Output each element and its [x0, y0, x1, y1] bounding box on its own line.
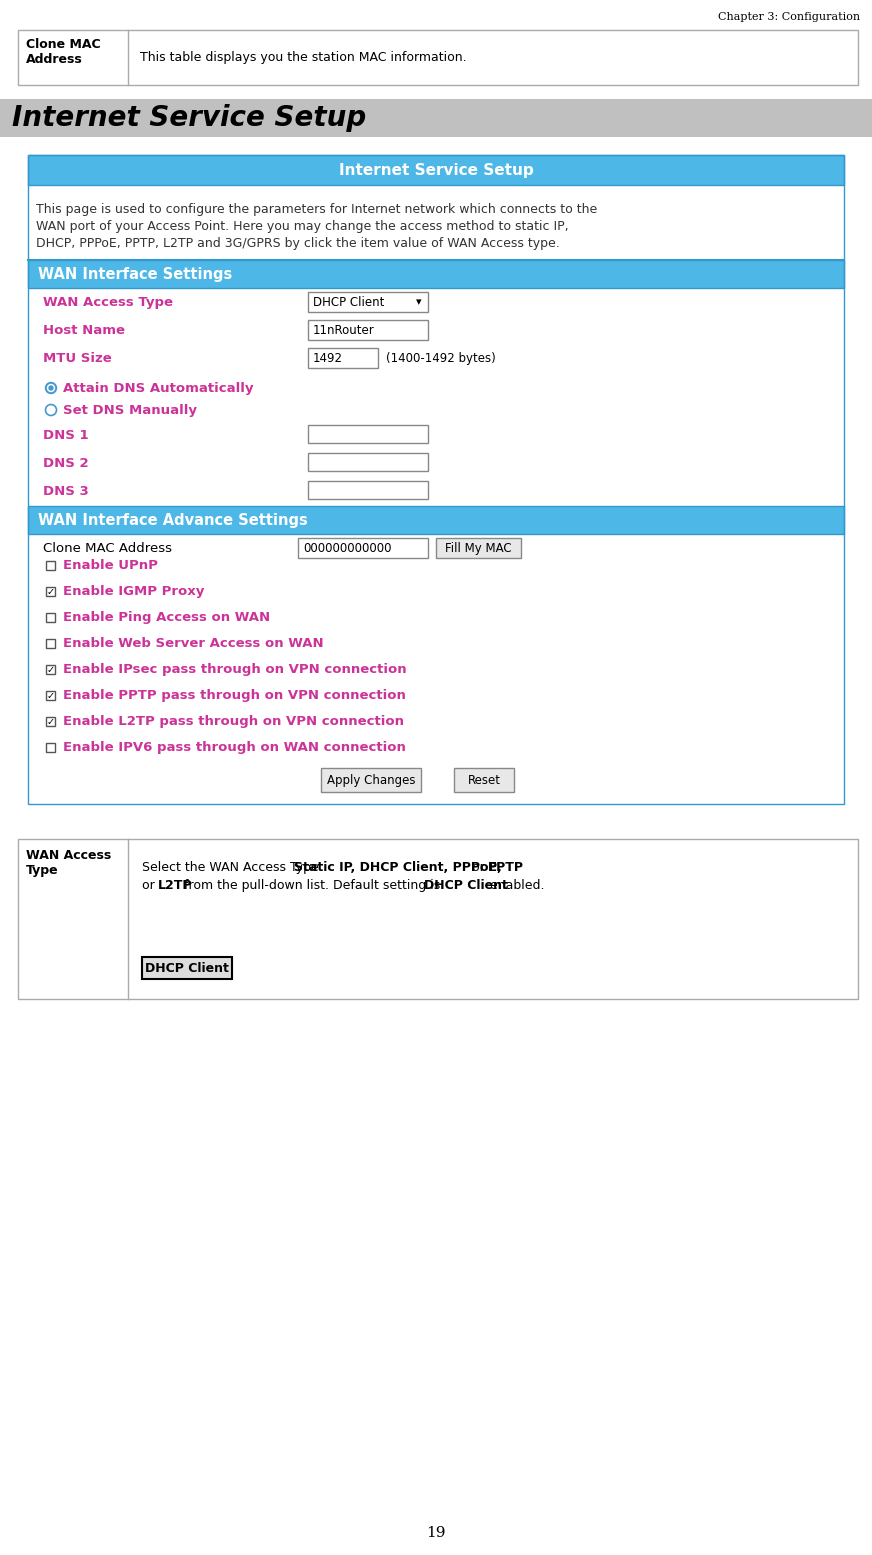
Bar [46, 717, 55, 726]
Text: Chapter 3: Configuration: Chapter 3: Configuration [718, 12, 860, 22]
Circle shape [49, 386, 53, 390]
Text: Enable IPsec pass through on VPN connection: Enable IPsec pass through on VPN connect… [63, 662, 406, 675]
Text: DHCP, PPPoE, PPTP, L2TP and 3G/GPRS by click the item value of WAN Access type.: DHCP, PPPoE, PPTP, L2TP and 3G/GPRS by c… [36, 236, 560, 250]
Bar [46, 561, 55, 571]
Text: DNS 3: DNS 3 [43, 485, 89, 498]
Bar [18, 840, 858, 998]
Text: L2TP: L2TP [158, 879, 193, 893]
Text: Apply Changes: Apply Changes [327, 773, 415, 787]
Text: Enable UPnP: Enable UPnP [63, 558, 158, 572]
Text: Clone MAC Address: Clone MAC Address [43, 541, 172, 555]
Circle shape [47, 384, 55, 392]
Text: WAN Access Type: WAN Access Type [43, 295, 173, 308]
Text: Static IP, DHCP Client, PPPoE,: Static IP, DHCP Client, PPPoE, [294, 861, 501, 874]
Bar [0, 100, 872, 137]
Text: ✓: ✓ [46, 586, 55, 597]
Bar [46, 666, 55, 673]
Text: (1400-1492 bytes): (1400-1492 bytes) [386, 351, 496, 364]
Bar [28, 505, 844, 533]
Bar [46, 586, 55, 596]
Bar [436, 538, 521, 558]
Text: This page is used to configure the parameters for Internet network which connect: This page is used to configure the param… [36, 204, 597, 216]
Text: PPTP: PPTP [488, 861, 524, 874]
Text: DHCP Client: DHCP Client [313, 295, 385, 308]
Text: Fill My MAC: Fill My MAC [445, 541, 511, 555]
Text: Set DNS Manually: Set DNS Manually [63, 403, 197, 417]
Text: Internet Service Setup: Internet Service Setup [12, 104, 366, 132]
Bar [321, 768, 421, 791]
Text: Host Name: Host Name [43, 323, 125, 336]
Text: or: or [468, 861, 488, 874]
Text: or: or [142, 879, 159, 893]
Text: from the pull-down list. Default setting is: from the pull-down list. Default setting… [180, 879, 444, 893]
Bar [454, 768, 514, 791]
Text: Enable Web Server Access on WAN: Enable Web Server Access on WAN [63, 636, 324, 650]
Bar [28, 156, 844, 185]
Text: Enable IGMP Proxy: Enable IGMP Proxy [63, 585, 204, 597]
Text: Enable Ping Access on WAN: Enable Ping Access on WAN [63, 611, 270, 624]
Text: DNS 2: DNS 2 [43, 457, 89, 470]
Bar [308, 292, 428, 313]
Text: DNS 1: DNS 1 [43, 429, 89, 442]
Bar [28, 260, 844, 288]
Bar [46, 613, 55, 622]
Text: Internet Service Setup: Internet Service Setup [338, 163, 534, 177]
Text: Enable IPV6 pass through on WAN connection: Enable IPV6 pass through on WAN connecti… [63, 740, 405, 754]
Text: MTU Size: MTU Size [43, 351, 112, 364]
Text: Reset: Reset [467, 773, 501, 787]
Text: WAN Interface Advance Settings: WAN Interface Advance Settings [38, 513, 308, 527]
Bar [46, 690, 55, 700]
Bar [28, 156, 844, 804]
Text: 19: 19 [426, 1525, 446, 1539]
Text: Clone MAC
Address: Clone MAC Address [26, 37, 100, 65]
Bar [46, 743, 55, 753]
Text: DHCP Client: DHCP Client [145, 961, 229, 975]
Bar [46, 639, 55, 648]
Bar [308, 453, 428, 471]
Text: ✓: ✓ [46, 664, 55, 675]
Text: WAN port of your Access Point. Here you may change the access method to static I: WAN port of your Access Point. Here you … [36, 219, 569, 233]
Bar [142, 956, 232, 980]
Bar [298, 538, 428, 558]
Text: Select the WAN Access Type: Select the WAN Access Type [142, 861, 323, 874]
Text: WAN Interface Settings: WAN Interface Settings [38, 266, 232, 281]
Text: 11nRouter: 11nRouter [313, 323, 375, 336]
Bar [308, 320, 428, 341]
Text: WAN Access
Type: WAN Access Type [26, 849, 112, 877]
Text: 1492: 1492 [313, 351, 343, 364]
Text: ✓: ✓ [46, 690, 55, 700]
Text: Attain DNS Automatically: Attain DNS Automatically [63, 381, 254, 395]
Text: DHCP Client: DHCP Client [424, 879, 508, 893]
Text: Enable PPTP pass through on VPN connection: Enable PPTP pass through on VPN connecti… [63, 689, 405, 701]
Bar [308, 425, 428, 443]
Bar [308, 480, 428, 499]
Text: This table displays you the station MAC information.: This table displays you the station MAC … [140, 51, 467, 64]
Circle shape [45, 383, 57, 393]
Text: ▾: ▾ [416, 297, 422, 306]
Bar [18, 30, 858, 86]
Bar [308, 348, 378, 369]
Text: ✓: ✓ [46, 717, 55, 726]
Text: enabled.: enabled. [486, 879, 544, 893]
Text: Enable L2TP pass through on VPN connection: Enable L2TP pass through on VPN connecti… [63, 714, 404, 728]
Text: 000000000000: 000000000000 [303, 541, 392, 555]
